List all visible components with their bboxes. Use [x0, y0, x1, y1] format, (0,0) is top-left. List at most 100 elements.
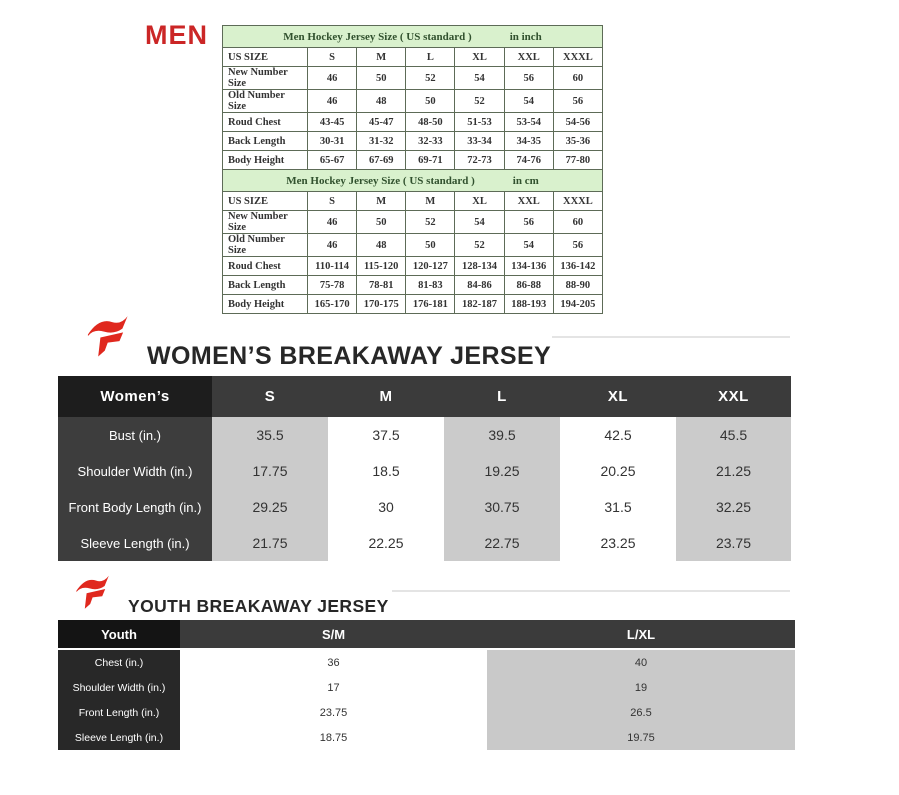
- size-value-cell: 18.5: [328, 453, 444, 489]
- size-column-header: XXL: [503, 47, 554, 67]
- size-column-header: S/M: [180, 620, 487, 650]
- size-column-header: S: [306, 191, 358, 211]
- men-size-header-row: US SIZE S M L XL XXL XXXL: [222, 47, 604, 67]
- men-size-row: Back Length 30-31 31-32 32-33 33-34 34-35 35-3…: [222, 131, 604, 151]
- size-value-cell: 34-35: [503, 131, 554, 151]
- size-column-header: L: [405, 47, 456, 67]
- size-value-cell: 31-32: [356, 131, 407, 151]
- size-value-cell: 46: [306, 210, 358, 234]
- size-value-cell: 20.25: [560, 453, 676, 489]
- size-value-cell: 21.75: [212, 525, 328, 561]
- men-table-title-label: Men Hockey Jersey Size ( US standard ): [283, 30, 472, 43]
- men-table-title-label: Men Hockey Jersey Size ( US standard ): [286, 174, 475, 187]
- us-size-label: US SIZE: [222, 47, 308, 67]
- measurement-row: Sleeve Length (in.) 18.75 19.75: [58, 725, 795, 750]
- men-size-row: Back Length 75-78 78-81 81-83 84-86 86-88 88-9…: [222, 275, 604, 295]
- men-size-row: Roud Chest 110-114 115-120 120-127 128-134 13…: [222, 256, 604, 276]
- size-value-cell: 60: [552, 66, 604, 90]
- size-value-cell: 51-53: [454, 112, 505, 132]
- size-value-cell: 165-170: [306, 294, 358, 314]
- size-column-header: XXXL: [552, 191, 604, 211]
- size-value-cell: 54: [503, 233, 554, 257]
- size-value-cell: 17: [180, 675, 487, 700]
- size-value-cell: 65-67: [306, 150, 358, 170]
- size-value-cell: 75-78: [306, 275, 358, 295]
- men-table-cm: Men Hockey Jersey Size ( US standard ) in…: [222, 169, 604, 314]
- men-table-title: Men Hockey Jersey Size ( US standard ) in…: [222, 169, 603, 192]
- size-value-cell: 84-86: [454, 275, 505, 295]
- size-value-cell: 72-73: [454, 150, 505, 170]
- row-label: Body Height: [222, 294, 308, 314]
- size-value-cell: 17.75: [212, 453, 328, 489]
- size-column-header: M: [356, 191, 407, 211]
- measurement-row: Shoulder Width (in.) 17 19: [58, 675, 795, 700]
- row-label: Back Length: [222, 275, 308, 295]
- size-value-cell: 50: [356, 66, 407, 90]
- size-value-cell: 182-187: [454, 294, 505, 314]
- men-size-tables: Men Hockey Jersey Size ( US standard ) in…: [222, 25, 604, 314]
- size-value-cell: 48-50: [405, 112, 456, 132]
- row-label: Sleeve Length (in.): [58, 525, 212, 561]
- size-column-header: S: [306, 47, 358, 67]
- size-value-cell: 50: [405, 89, 456, 113]
- measurement-row: Shoulder Width (in.) 17.75 18.5 19.25 20.25 2…: [58, 453, 791, 489]
- size-value-cell: 29.25: [212, 489, 328, 525]
- size-value-cell: 134-136: [503, 256, 554, 276]
- women-title-divider: [552, 336, 790, 338]
- size-column-header: XXXL: [552, 47, 604, 67]
- row-label: Shoulder Width (in.): [58, 453, 212, 489]
- size-value-cell: 54: [503, 89, 554, 113]
- measurement-row: Bust (in.) 35.5 37.5 39.5 42.5 45.5: [58, 417, 791, 453]
- size-value-cell: 18.75: [180, 725, 487, 750]
- size-value-cell: 46: [306, 233, 358, 257]
- size-column-header: L: [444, 376, 560, 417]
- fanatics-logo-icon: [87, 316, 128, 357]
- men-size-header-row: US SIZE S M M XL XXL XXXL: [222, 191, 604, 211]
- size-value-cell: 110-114: [306, 256, 358, 276]
- men-table-title-text: Men Hockey Jersey Size ( US standard ) in…: [225, 175, 600, 187]
- men-table-title-row: Men Hockey Jersey Size ( US standard ) in…: [222, 25, 603, 48]
- women-section-title: WOMEN’S BREAKAWAY JERSEY: [147, 341, 552, 370]
- size-value-cell: 31.5: [560, 489, 676, 525]
- men-table-unit-label: in cm: [512, 174, 539, 187]
- size-value-cell: 53-54: [503, 112, 554, 132]
- men-table-unit-label: in inch: [509, 30, 542, 43]
- table-corner-label: Youth: [58, 620, 180, 650]
- size-value-cell: 88-90: [552, 275, 604, 295]
- size-value-cell: 52: [405, 66, 456, 90]
- size-value-cell: 50: [405, 233, 456, 257]
- size-value-cell: 74-76: [503, 150, 554, 170]
- size-value-cell: 19: [487, 675, 795, 700]
- size-value-cell: 48: [356, 89, 407, 113]
- size-value-cell: 40: [487, 649, 795, 675]
- men-size-row: Roud Chest 43-45 45-47 48-50 51-53 53-54 54-56: [222, 112, 604, 132]
- size-value-cell: 45-47: [356, 112, 407, 132]
- row-label: New Number Size: [222, 210, 308, 234]
- size-column-header: S: [212, 376, 328, 417]
- row-label: Sleeve Length (in.): [58, 725, 180, 750]
- size-value-cell: 54: [454, 210, 505, 234]
- size-value-cell: 128-134: [454, 256, 505, 276]
- size-header-row: Youth S/M L/XL: [58, 620, 795, 650]
- size-value-cell: 56: [503, 210, 554, 234]
- measurement-row: Front Body Length (in.) 29.25 30 30.75 31.5 3…: [58, 489, 791, 525]
- size-column-header: L/XL: [487, 620, 795, 650]
- size-value-cell: 48: [356, 233, 407, 257]
- women-size-table: Women’s S M L XL XXL Bust (in.) 35.5 37.5 39.5 42.…: [58, 376, 791, 561]
- men-size-row: New Number Size 46 50 52 54 56 60: [222, 66, 604, 90]
- us-size-label: US SIZE: [222, 191, 308, 211]
- measurement-row: Sleeve Length (in.) 21.75 22.25 22.75 23.25 2…: [58, 525, 791, 561]
- size-value-cell: 81-83: [405, 275, 456, 295]
- row-label: New Number Size: [222, 66, 308, 90]
- row-label: Roud Chest: [222, 112, 308, 132]
- size-value-cell: 45.5: [676, 417, 791, 453]
- men-section-label: MEN: [145, 20, 208, 50]
- size-value-cell: 19.25: [444, 453, 560, 489]
- size-column-header: XL: [454, 191, 505, 211]
- fanatics-logo-icon: [76, 575, 109, 609]
- size-column-header: XXL: [676, 376, 791, 417]
- men-size-row: Old Number Size 46 48 50 52 54 56: [222, 89, 604, 113]
- row-label: Chest (in.): [58, 649, 180, 675]
- youth-size-table: Youth S/M L/XL Chest (in.) 36 40 Shoulder Widt…: [58, 620, 795, 750]
